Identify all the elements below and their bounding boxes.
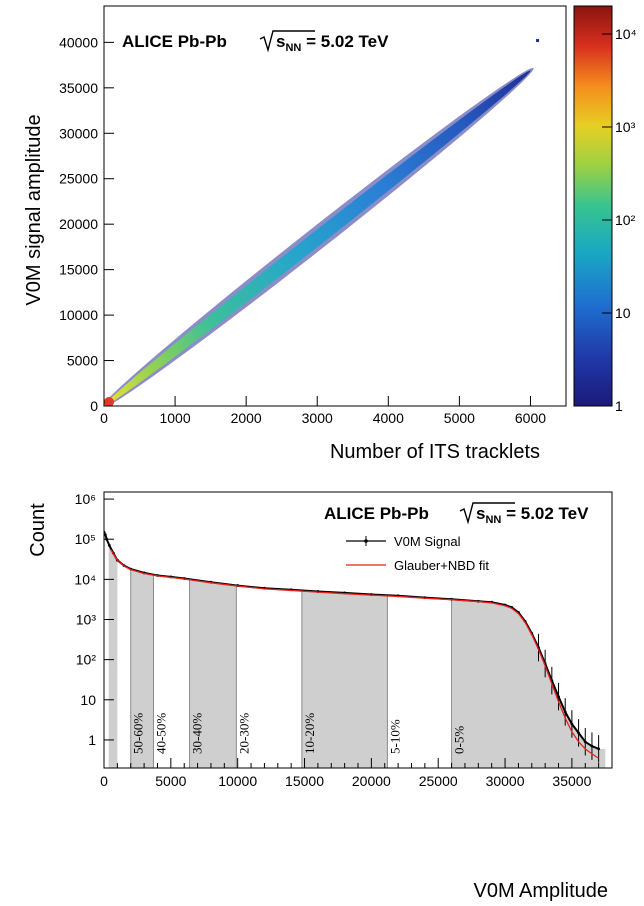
y-tick-label: 40000 (59, 34, 98, 50)
distribution-panel: 0 5000 10000 15000 20000 25000 30000 35000 1 10 10… (27, 491, 613, 902)
x-tick-label: 4000 (373, 410, 404, 426)
y-tick-label: 10 (80, 692, 96, 708)
signal-data-point (597, 747, 601, 751)
sqrt-symbol (459, 502, 515, 525)
x-tick-label: 10000 (218, 773, 257, 789)
centrality-band-shading (451, 599, 606, 768)
sqrt-symbol (259, 30, 315, 53)
top-plot-title: ALICE Pb-Pb sNN = 5.02 TeV (122, 30, 389, 54)
x-tick-label: 3000 (302, 410, 333, 426)
top-x-axis-title: Number of ITS tracklets (330, 441, 540, 463)
y-tick-label: 35000 (59, 80, 98, 96)
centrality-label: 0-5% (452, 726, 467, 754)
legend-signal-label: V0M Signal (394, 534, 461, 549)
legend-fit-label: Glauber+NBD fit (394, 558, 489, 573)
top-axes: 0 1000 2000 3000 4000 5000 6000 0 5000 10000 15000… (59, 34, 546, 426)
bottom-plot-title: ALICE Pb-Pb sNN = 5.02 TeV (324, 502, 589, 526)
bottom-axes: 0 5000 10000 15000 20000 25000 30000 35000 1 10 10… (74, 491, 600, 789)
y-tick-label: 10⁵ (75, 531, 96, 547)
correlation-panel: 0 1000 2000 3000 4000 5000 6000 0 5000 10000 15000… (23, 5, 637, 463)
x-tick-label: 5000 (444, 410, 475, 426)
centrality-label: 40-50% (153, 713, 168, 754)
outlier-point (536, 39, 540, 43)
legend-signal-marker (364, 539, 368, 543)
x-tick-label: 20000 (352, 773, 391, 789)
centrality-label: 5-10% (387, 719, 402, 754)
signal-data-point (557, 695, 560, 699)
legend-entry-fit: Glauber+NBD fit (346, 558, 489, 573)
density-band (104, 70, 531, 406)
signal-data-point (107, 544, 111, 547)
z-tick-label: 10² (615, 212, 636, 228)
y-tick-label: 10² (76, 652, 97, 668)
legend: V0M Signal Glauber+NBD fit (346, 534, 489, 573)
centrality-labels: 50-60% 40-50% 30-40% 20-30% 10-20% 5-10% 0-5% (131, 713, 467, 754)
signal-data-point (104, 533, 107, 537)
signal-data-point (563, 710, 567, 714)
y-tick-label: 0 (90, 398, 98, 414)
bottom-y-axis-title: Count (27, 503, 49, 557)
color-scale-axis: 1 10 10² 10³ 10⁴ (602, 26, 637, 414)
bottom-x-axis-title: V0M Amplitude (473, 880, 608, 902)
centrality-bands (108, 543, 606, 768)
y-tick-label: 10⁶ (75, 491, 96, 507)
centrality-label: 50-60% (131, 713, 146, 754)
z-tick-label: 10³ (615, 119, 636, 135)
x-tick-label: 0 (100, 773, 108, 789)
y-tick-label: 10⁴ (74, 571, 96, 587)
centrality-band-shading (189, 579, 237, 768)
x-tick-label: 1000 (159, 410, 190, 426)
x-tick-label: 15000 (285, 773, 324, 789)
centrality-label: 20-30% (236, 713, 251, 754)
x-tick-label: 6000 (515, 410, 546, 426)
heatmap-density (104, 39, 540, 406)
y-tick-label: 5000 (67, 353, 98, 369)
top-title-energy: sNN = 5.02 TeV (276, 32, 389, 54)
x-tick-label: 5000 (155, 773, 186, 789)
z-tick-label: 10⁴ (615, 26, 637, 42)
top-y-axis-title: V0M signal amplitude (23, 114, 45, 305)
distribution-series (104, 530, 601, 763)
y-tick-label: 10000 (59, 307, 98, 323)
y-tick-label: 1 (88, 732, 96, 748)
z-tick-label: 10 (615, 305, 631, 321)
signal-data-point (583, 740, 587, 744)
series-line-fit (110, 549, 599, 759)
y-tick-label: 25000 (59, 171, 98, 187)
signal-data-point (577, 731, 580, 735)
signal-data-point (590, 744, 594, 748)
y-tick-label: 15000 (59, 262, 98, 278)
color-scale (573, 5, 613, 407)
x-tick-label: 0 (100, 410, 108, 426)
x-tick-label: 2000 (231, 410, 262, 426)
bottom-title-energy: sNN = 5.02 TeV (476, 504, 589, 526)
centrality-band-shading (301, 590, 388, 768)
legend-entry-signal: V0M Signal (346, 534, 461, 549)
signal-data-point (570, 722, 574, 726)
y-tick-label: 20000 (59, 216, 98, 232)
x-tick-label: 30000 (486, 773, 525, 789)
density-peak (104, 397, 114, 406)
top-title-experiment: ALICE Pb-Pb (122, 32, 227, 51)
x-tick-label: 25000 (419, 773, 458, 789)
y-tick-label: 10³ (76, 612, 97, 628)
peripheral-shading (108, 543, 118, 768)
z-tick-label: 1 (615, 398, 623, 414)
centrality-label: 10-20% (302, 713, 317, 754)
bottom-title-experiment: ALICE Pb-Pb (324, 504, 429, 523)
centrality-band-shading (130, 569, 154, 768)
x-tick-label: 35000 (552, 773, 591, 789)
centrality-label: 30-40% (190, 713, 205, 754)
y-tick-label: 30000 (59, 125, 98, 141)
